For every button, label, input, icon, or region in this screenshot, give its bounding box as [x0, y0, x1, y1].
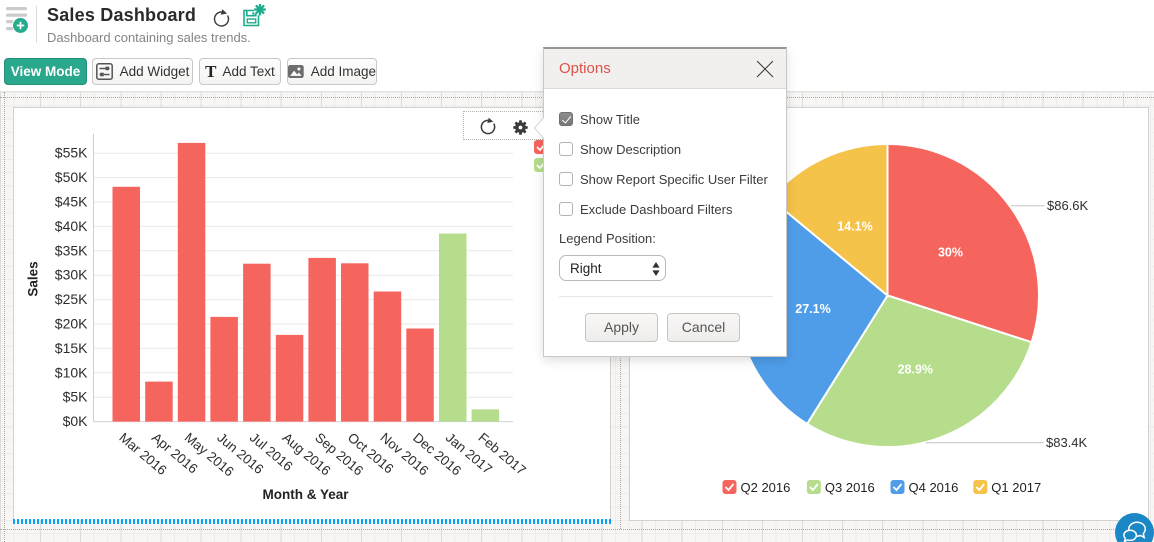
svg-text:Q3 2016: Q3 2016: [825, 480, 875, 495]
svg-text:$40K: $40K: [55, 218, 88, 234]
svg-text:Q2 2016: Q2 2016: [741, 480, 791, 495]
svg-text:Month & Year: Month & Year: [262, 487, 349, 502]
svg-text:$45K: $45K: [55, 194, 88, 210]
svg-text:$35K: $35K: [55, 242, 88, 258]
svg-text:27.1%: 27.1%: [795, 302, 830, 316]
svg-text:$5K: $5K: [63, 389, 89, 405]
svg-text:Q4 2016: Q4 2016: [909, 480, 959, 495]
svg-text:28.9%: 28.9%: [898, 363, 933, 377]
svg-text:$55K: $55K: [55, 145, 88, 161]
svg-text:$83.4K: $83.4K: [1046, 435, 1088, 450]
svg-text:14.1%: 14.1%: [837, 219, 872, 233]
svg-text:$0K: $0K: [63, 413, 89, 429]
svg-text:Sales: Sales: [26, 261, 41, 296]
svg-text:$86.6K: $86.6K: [1047, 198, 1089, 213]
svg-text:$30K: $30K: [55, 267, 88, 283]
svg-text:$25K: $25K: [55, 291, 88, 307]
svg-text:$20K: $20K: [55, 316, 88, 332]
svg-text:$15K: $15K: [55, 340, 88, 356]
svg-text:Q1 2017: Q1 2017: [991, 480, 1041, 495]
svg-text:$10K: $10K: [55, 364, 88, 380]
svg-text:30%: 30%: [938, 246, 963, 260]
svg-text:$50K: $50K: [55, 169, 88, 185]
